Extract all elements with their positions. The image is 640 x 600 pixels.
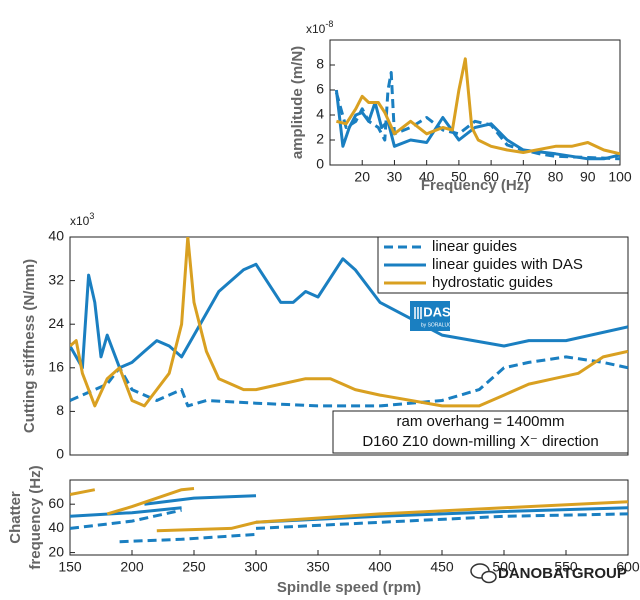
x-tick-label: 150 [58, 559, 82, 575]
x-tick-label: 250 [182, 559, 206, 575]
y-tick-label: 8 [316, 56, 324, 72]
y-axis-label: frequency (Hz) [27, 465, 44, 569]
y-tick-label: 32 [48, 271, 64, 287]
x-tick-label: 500 [492, 559, 516, 575]
watermark: DANOBATGROUP [498, 565, 627, 582]
axis-scale-exp: 3 [89, 211, 94, 221]
legend-label: linear guides [432, 238, 517, 255]
series-line [70, 508, 628, 544]
y-tick-label: 0 [316, 156, 324, 172]
axis-scale-exp: -8 [325, 19, 333, 29]
x-tick-label: 80 [548, 169, 564, 185]
series-line [336, 57, 620, 156]
y-tick-label: 40 [48, 228, 64, 244]
annotation: ram overhang = 1400mm [396, 413, 564, 430]
x-tick-label: 400 [368, 559, 392, 575]
y-axis-label: Chatter [7, 491, 24, 544]
series-line [70, 487, 628, 533]
x-tick-label: 600 [616, 559, 640, 575]
y-tick-label: 2 [316, 131, 324, 147]
x-tick-label: 550 [554, 559, 578, 575]
legend-label: linear guides with DAS [432, 256, 583, 273]
x-tick-label: 70 [516, 169, 532, 185]
y-tick-label: 20 [48, 543, 64, 559]
y-tick-label: 0 [56, 446, 64, 462]
x-tick-label: 100 [608, 169, 632, 185]
x-axis-label: Frequency (Hz) [421, 177, 529, 194]
series-line [70, 237, 628, 408]
x-tick-label: 90 [580, 169, 596, 185]
x-tick-label: 30 [387, 169, 403, 185]
y-tick-label: 6 [316, 81, 324, 97]
x-tick-label: 450 [430, 559, 454, 575]
x-tick-label: 20 [354, 169, 370, 185]
axis-scale: x103 [70, 211, 94, 228]
series-line [334, 89, 620, 161]
y-tick-label: 4 [316, 106, 324, 122]
axis-scale-base: x10 [70, 214, 90, 228]
y-tick-label: 60 [48, 495, 64, 511]
axes-box [69, 479, 629, 556]
y-tick-label: 16 [48, 359, 64, 375]
logo-box [410, 301, 450, 331]
x-axis-label: Spindle speed (rpm) [277, 579, 421, 596]
x-tick-label: 200 [120, 559, 144, 575]
watermark-icon [470, 563, 497, 584]
y-tick-label: 40 [48, 519, 64, 535]
y-tick-label: 8 [56, 402, 64, 418]
y-axis-label: amplitude (m/N) [289, 46, 306, 159]
logo-subtext: by SORALUCE [421, 322, 456, 328]
x-tick-label: 50 [451, 169, 467, 185]
x-tick-label: 40 [419, 169, 435, 185]
axis-scale-base: x10 [306, 22, 326, 36]
annotation: D160 Z10 down-milling X⁻ direction [362, 433, 598, 450]
y-tick-label: 24 [48, 315, 64, 331]
axis-scale: x10-8 [306, 19, 333, 36]
logo-text: DAS [423, 304, 451, 319]
legend-label: hydrostatic guides [432, 274, 553, 291]
annotation-box [332, 410, 629, 454]
y-axis-label: Cutting stiffness (N/mm) [21, 259, 38, 433]
x-tick-label: 60 [483, 169, 499, 185]
x-tick-label: 300 [244, 559, 268, 575]
series-line [334, 71, 620, 161]
axes-box [329, 39, 621, 166]
x-tick-label: 350 [306, 559, 330, 575]
